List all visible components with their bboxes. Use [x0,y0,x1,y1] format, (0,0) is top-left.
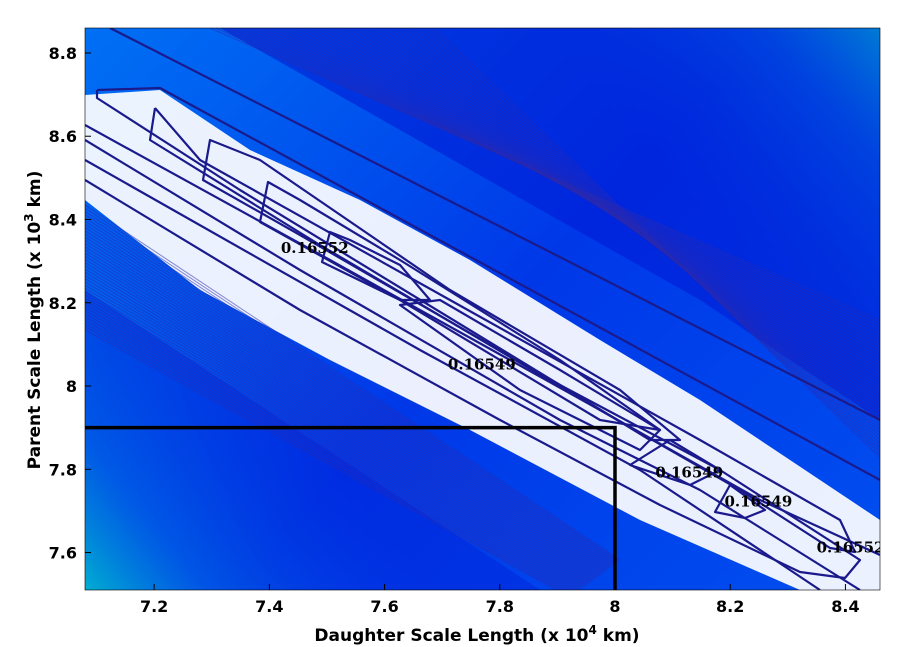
dense-contour-line [85,268,595,580]
dense-contour-line [85,226,612,568]
dense-contour-line [85,284,589,585]
dense-contour-line [85,249,603,574]
dense-contour-line [85,303,581,590]
contour-lines [85,28,880,590]
y-axis-label: Parent Scale Length (x 103 km) [22,171,45,470]
x-tick-label: 8.2 [716,597,744,616]
dense-contour-line [85,319,567,590]
contour-line [201,138,682,442]
dense-contour-line [85,306,579,590]
contour-line [148,107,857,554]
y-tick-label: 8.8 [49,44,77,63]
contour-value-label: 0.16552 [817,539,885,557]
dense-contour-line [85,236,608,571]
y-tick-label: 8.2 [49,294,77,313]
contour-line [713,483,767,520]
dense-contour-line [85,322,564,590]
dense-contour-line [85,239,607,571]
dense-contour-line [85,265,596,579]
y-axis-ticks: 7.6 7.8 8 8.2 8.4 8.6 8.8 [49,44,91,563]
contour-line [85,139,861,590]
contour-line [96,86,880,481]
contour-value-label: 0.16552 [281,239,349,257]
x-tick-label: 8.4 [831,597,859,616]
contour-line [85,90,862,580]
plot-frame [84,27,881,591]
dense-contour-line [85,214,617,564]
y-tick-label: 7.8 [49,460,77,479]
dense-contour-line [85,242,605,572]
contour-line [398,298,662,452]
dense-contour-line [393,28,880,434]
dense-contour-line [85,223,613,567]
dense-contour-line [85,297,584,589]
y-tick-label: 8.4 [49,210,77,229]
selected-point-marker [85,425,617,590]
contour-value-label: 0.16549 [448,355,516,373]
dense-contour-line [399,28,880,437]
x-tick-label: 8 [609,597,620,616]
dense-contour-line [85,258,599,577]
x-tick-label: 7.4 [255,597,283,616]
dense-contour-line [85,329,558,590]
dense-contour-line [85,204,621,561]
dense-contour-line [85,316,570,590]
dense-contour-line [85,217,616,565]
dense-contour-line [85,255,600,576]
dense-contour-line [85,290,586,587]
dense-contour-line [417,28,880,448]
contour-value-label: 0.16549 [724,493,792,511]
dense-contour-line [85,220,614,566]
dense-contour-line [85,287,587,586]
dense-contour-line [85,246,604,573]
dense-contour-line [405,28,880,441]
x-tick-label: 7.8 [486,597,514,616]
contour-value-label: 0.16549 [655,464,723,482]
contour-line [109,28,880,421]
dense-contour-line [85,300,582,590]
dense-contour-line [85,252,602,575]
marker-crosshair [85,425,617,590]
dense-contour-line [85,210,618,563]
dense-contour-line [85,230,611,569]
y-tick-label: 8 [66,377,77,396]
x-tick-label: 7.2 [140,597,168,616]
contour-line [320,230,432,302]
dense-contour-line [411,28,880,444]
dense-contour-line [434,28,880,458]
dense-contour-line [85,233,609,570]
dense-contour-line [85,278,591,583]
dense-contour-line [85,326,561,590]
dense-contour-line [422,28,880,451]
y-tick-label: 8.6 [49,127,77,146]
x-tick-label: 7.6 [370,597,398,616]
dense-contour-line [85,207,619,562]
contour-line [85,124,880,556]
dense-contour-line [85,313,573,590]
dense-contour-lines [85,28,880,590]
contour-line [628,438,722,487]
x-axis-label: Daughter Scale Length (x 104 km) [314,623,639,646]
contour-line [85,159,821,590]
dense-contour-line [85,281,590,584]
dense-contour-line [85,310,576,590]
dense-contour-line [85,262,598,578]
y-tick-label: 7.6 [49,544,77,563]
dense-contour-line [85,294,585,588]
x-axis-ticks: 7.2 7.4 7.6 7.8 8 8.2 8.4 [140,584,860,616]
